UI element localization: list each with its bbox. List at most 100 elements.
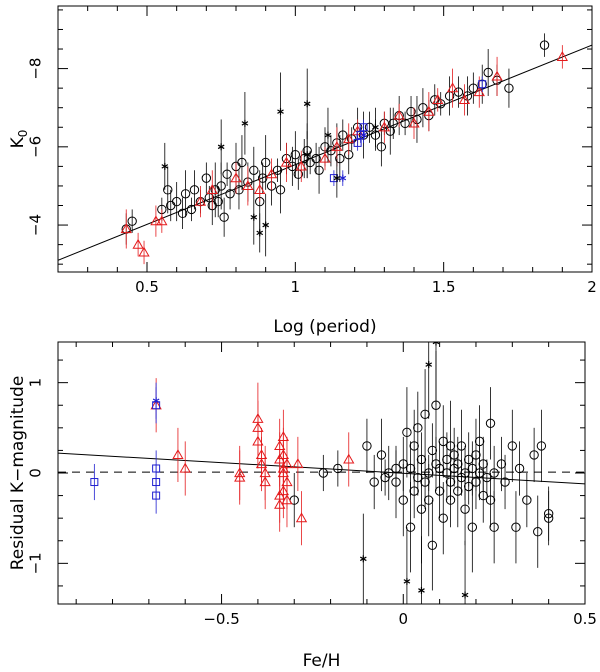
- data-point-circle: [272, 165, 283, 175]
- data-point-circle: [536, 441, 547, 451]
- data-point-circle: [338, 130, 348, 140]
- data-point-triangle: [393, 109, 405, 120]
- data-point-circle: [478, 459, 488, 469]
- top-y-axis-label-main: K: [8, 136, 28, 148]
- y-tick-label: −6: [27, 136, 45, 158]
- data-point-circle: [409, 441, 419, 451]
- data-point-circle: [416, 454, 427, 465]
- data-point-circle: [409, 486, 419, 496]
- data-point-circle: [402, 427, 412, 438]
- bottom-x-axis-label: Fe/H: [303, 651, 341, 671]
- data-point-asterisk: [303, 151, 311, 159]
- data-point-asterisk: [277, 108, 284, 116]
- data-point-triangle: [343, 133, 355, 144]
- data-point-circle: [219, 212, 229, 222]
- data-point-triangle: [206, 184, 218, 194]
- data-point-circle: [362, 441, 372, 451]
- series-red-triangles: [120, 45, 568, 265]
- data-point-asterisk: [360, 131, 367, 139]
- top-x-axis-label: Log (period): [273, 317, 376, 337]
- y-tick-label: 1: [27, 378, 45, 388]
- data-point-circle: [460, 504, 470, 514]
- data-point-circle: [420, 477, 430, 487]
- data-point-circle: [468, 83, 479, 93]
- data-point-circle: [398, 495, 408, 505]
- data-point-circle: [485, 418, 496, 429]
- data-point-circle: [416, 504, 427, 514]
- bottom-axis-ticks: −0.5 0 0.5 −1 0 1: [27, 342, 597, 628]
- data-point-asterisk: [425, 361, 433, 369]
- series-black-circles: [121, 33, 550, 245]
- top-axis-ticks: 0.5 1 1.5 2 −4 −6 −8: [27, 6, 597, 296]
- top-y-axis-label: K0: [8, 130, 30, 149]
- data-point-asterisk: [241, 119, 249, 127]
- data-point-triangle: [343, 453, 355, 464]
- data-point-triangle: [473, 86, 485, 97]
- data-point-circle: [418, 103, 428, 113]
- data-point-square: [478, 80, 487, 89]
- data-point-circle: [463, 454, 474, 465]
- data-point-triangle: [281, 476, 293, 487]
- series-red-triangles: [150, 378, 355, 546]
- data-point-circle: [290, 149, 301, 160]
- x-tick-label: 0.5: [573, 610, 597, 628]
- data-point-circle: [405, 463, 416, 474]
- data-point-asterisk: [418, 586, 425, 594]
- data-point-triangle: [132, 238, 144, 249]
- data-point-circle: [318, 468, 329, 478]
- data-point-triangle: [120, 223, 132, 234]
- data-point-triangle: [292, 458, 304, 469]
- data-point-circle: [539, 40, 550, 50]
- data-point-circle: [522, 495, 532, 505]
- series-blue-asterisks: [339, 127, 367, 186]
- data-point-circle: [467, 522, 478, 532]
- data-point-circle: [201, 173, 212, 183]
- data-point-triangle: [432, 94, 444, 104]
- x-tick-label: 1: [291, 278, 301, 296]
- data-point-circle: [213, 196, 223, 207]
- data-point-circle: [456, 441, 467, 451]
- data-point-triangle: [331, 141, 343, 151]
- top-y-axis-label-subscript: 0: [16, 130, 30, 138]
- data-point-circle: [489, 468, 499, 478]
- data-point-circle: [483, 67, 493, 78]
- y-tick-label: −4: [27, 214, 45, 236]
- data-point-circle: [424, 468, 434, 478]
- marks-layer: [58, 33, 592, 265]
- data-point-circle: [427, 445, 438, 456]
- data-point-triangle: [423, 105, 435, 116]
- data-point-square: [353, 138, 362, 147]
- series-black-asterisks: [359, 342, 469, 604]
- data-point-circle: [186, 204, 197, 215]
- data-point-triangle: [172, 449, 184, 460]
- data-point-circle: [533, 527, 543, 537]
- data-point-circle: [406, 106, 416, 117]
- data-point-circle: [471, 477, 481, 487]
- data-point-asterisk: [262, 221, 269, 229]
- data-point-triangle: [255, 458, 268, 469]
- data-point-circle: [364, 122, 375, 132]
- series-blue-squares: [90, 387, 161, 514]
- data-point-triangle: [295, 160, 307, 171]
- data-point-circle: [427, 540, 438, 550]
- data-point-asterisk: [152, 397, 160, 405]
- data-point-triangle: [194, 195, 207, 206]
- data-point-triangle: [556, 51, 568, 61]
- top-plot-marks: [58, 33, 592, 265]
- data-point-triangle: [259, 476, 271, 487]
- data-point-triangle: [265, 168, 278, 179]
- data-point-circle: [543, 513, 554, 523]
- y-tick-label: 0: [27, 468, 45, 478]
- data-point-circle: [380, 472, 390, 483]
- top-panel: 0.5 1 1.5 2 −4 −6 −8 Log (period) K0: [8, 5, 597, 337]
- data-point-circle: [369, 477, 379, 487]
- data-point-circle: [405, 522, 416, 532]
- data-point-circle: [485, 495, 496, 505]
- data-point-circle: [400, 118, 410, 129]
- data-point-asterisk: [324, 131, 332, 139]
- x-tick-label: 0: [399, 610, 409, 628]
- x-tick-label: 2: [587, 278, 597, 296]
- data-point-asterisk: [333, 174, 341, 182]
- data-point-circle: [333, 463, 343, 474]
- data-point-triangle: [254, 184, 266, 194]
